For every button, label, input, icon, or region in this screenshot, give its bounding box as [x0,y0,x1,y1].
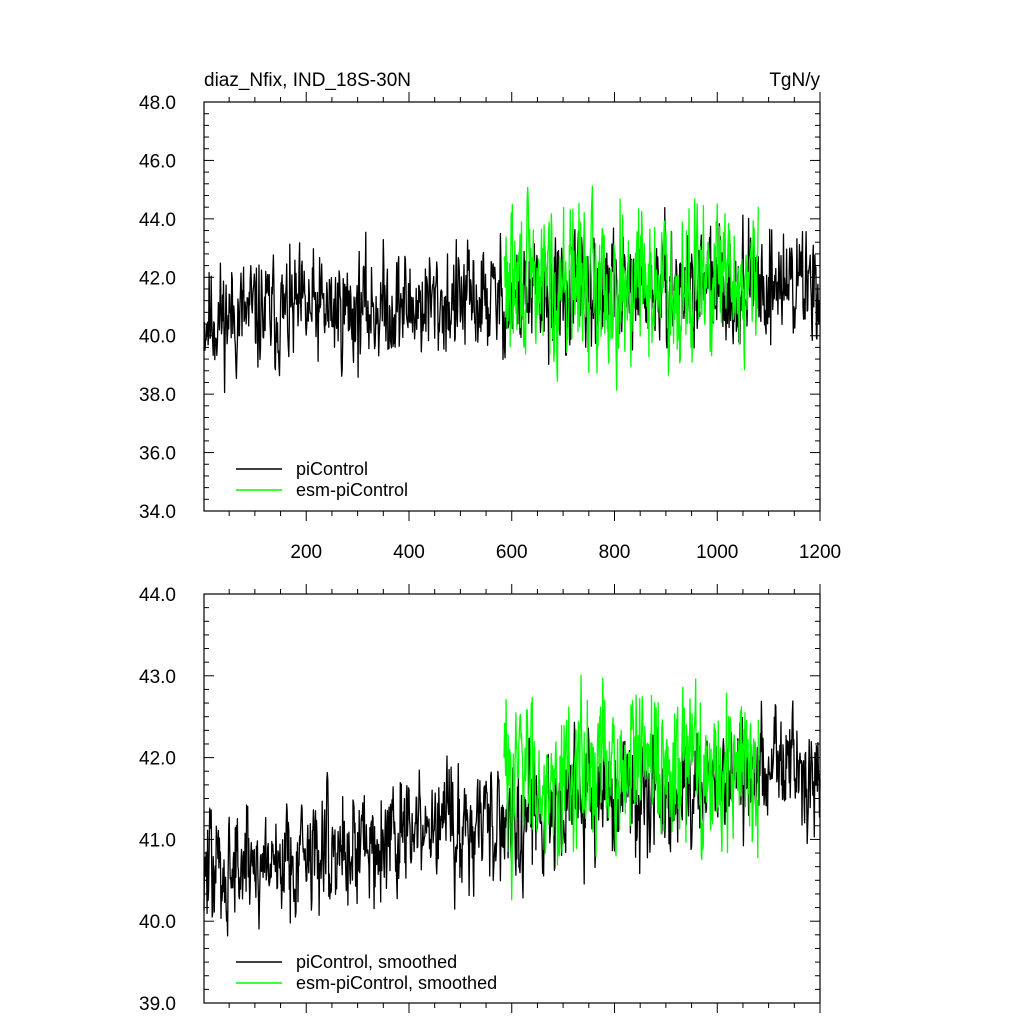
series-line-picontrol [203,207,821,394]
y-tick-label: 44.0 [139,585,176,606]
legend-label-esm-picontrol: esm-piControl [296,480,408,500]
y-tick-label: 46.0 [139,151,176,172]
y-tick-label: 48.0 [139,93,176,114]
y-tick-label: 43.0 [139,667,176,688]
x-tick-label: 200 [290,542,322,563]
y-tick-label: 38.0 [139,385,176,406]
bottom-series-lines [203,674,821,937]
x-tick-label: 800 [599,542,631,563]
legend-label-picontrol: piControl [296,459,368,479]
y-tick-label: 36.0 [139,444,176,465]
legend-label-picontrol-smoothed: piControl, smoothed [296,952,457,972]
top-series-lines [203,185,821,394]
y-tick-label: 34.0 [139,502,176,523]
x-tick-label: 1200 [799,542,841,563]
top-axes-ticks: 34.0 36.0 38.0 40.0 42.0 44.0 46.0 48.0 200 400 60… [139,92,841,563]
panel-title-units: TgN/y [769,70,820,91]
series-line-esm-picontrol [503,185,759,391]
x-tick-label: 400 [393,542,425,563]
top-panel: diaz_Nfix, IND_18S-30N TgN/y 34.0 36.0 38.… [139,70,841,563]
bottom-legend: piControl, smoothed esm-piControl, smoot… [236,952,497,993]
bottom-panel: 39.0 40.0 41.0 42.0 43.0 44.0 piControl, smoo… [139,584,821,1015]
top-legend: piControl esm-piControl [236,459,408,500]
x-tick-label: 1000 [696,542,738,563]
y-tick-label: 42.0 [139,749,176,770]
panel-title-left: diaz_Nfix, IND_18S-30N [204,70,411,91]
y-tick-label: 40.0 [139,912,176,933]
y-tick-label: 44.0 [139,210,176,231]
y-tick-label: 39.0 [139,994,176,1015]
series-line-esm-picontrol-smoothed [503,674,759,901]
y-tick-label: 42.0 [139,268,176,289]
legend-label-esm-picontrol-smoothed: esm-piControl, smoothed [296,973,497,993]
y-tick-label: 41.0 [139,830,176,851]
y-tick-label: 40.0 [139,327,176,348]
x-tick-label: 600 [496,542,528,563]
